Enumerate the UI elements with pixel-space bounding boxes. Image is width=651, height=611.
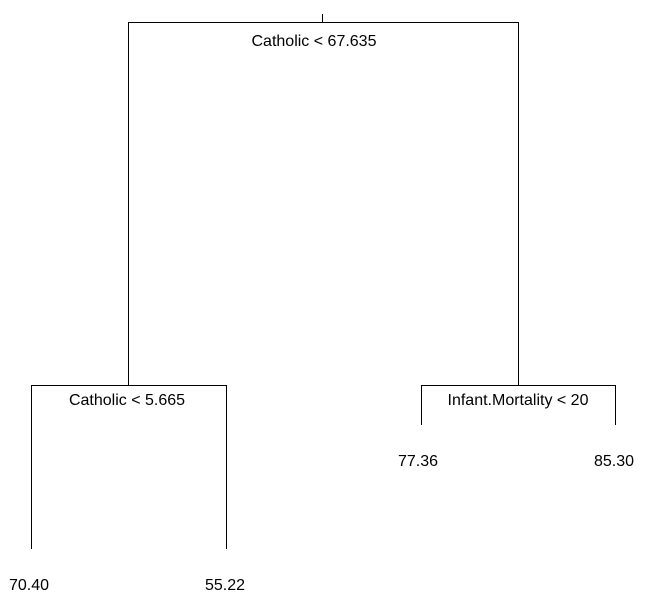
leaf-value-1: 70.40 [9, 577, 49, 594]
root-split-label: Catholic < 67.635 [252, 33, 377, 50]
left-split-label: Catholic < 5.665 [69, 392, 185, 409]
leaf-value-3: 77.36 [398, 453, 438, 470]
root-split-node: Catholic < 67.635 [128, 22, 519, 385]
right-split-label: Infant.Mortality < 20 [448, 392, 589, 409]
leaf-value-4: 85.30 [594, 453, 634, 470]
right-split-node: Infant.Mortality < 20 [421, 385, 616, 425]
left-split-node: Catholic < 5.665 [31, 385, 227, 549]
leaf-value-2: 55.22 [205, 577, 245, 594]
